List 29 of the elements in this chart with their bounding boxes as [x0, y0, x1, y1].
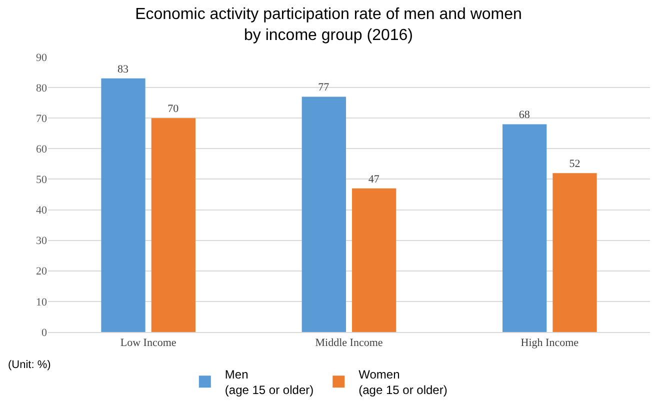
- bar: [101, 78, 146, 332]
- data-label: 70: [168, 103, 180, 116]
- data-label: 83: [118, 63, 129, 76]
- y-tick-label: 70: [36, 112, 48, 125]
- data-label: 77: [318, 82, 330, 94]
- legend-label: Men (age 15 or older): [224, 367, 314, 398]
- bar: [151, 118, 196, 332]
- bar: [302, 96, 346, 332]
- y-tick-label: 10: [36, 296, 48, 308]
- data-label: 68: [518, 109, 530, 122]
- y-tick-label: 90: [36, 52, 48, 64]
- y-tick-label: 30: [36, 235, 48, 248]
- bar: [502, 124, 547, 332]
- data-label: 47: [368, 173, 380, 186]
- x-tick-label: High Income: [520, 337, 579, 350]
- bar: [352, 188, 396, 332]
- x-tick-label: Middle Income: [315, 337, 383, 350]
- y-tick-label: 50: [36, 174, 48, 186]
- y-tick-label: 40: [36, 204, 48, 217]
- y-tick-label: 0: [42, 326, 48, 339]
- y-tick-label: 60: [36, 144, 48, 156]
- data-label: 52: [569, 158, 580, 170]
- legend-label: Women (age 15 or older): [358, 367, 448, 398]
- chart-title: Economic activity participation rate of men and women by income group (2016): [135, 6, 522, 44]
- y-tick-label: 80: [36, 82, 48, 94]
- y-tick-label: 20: [36, 266, 48, 278]
- bar: [552, 173, 597, 332]
- x-tick-label: Low Income: [120, 337, 176, 350]
- text: (Unit: %): [8, 359, 51, 371]
